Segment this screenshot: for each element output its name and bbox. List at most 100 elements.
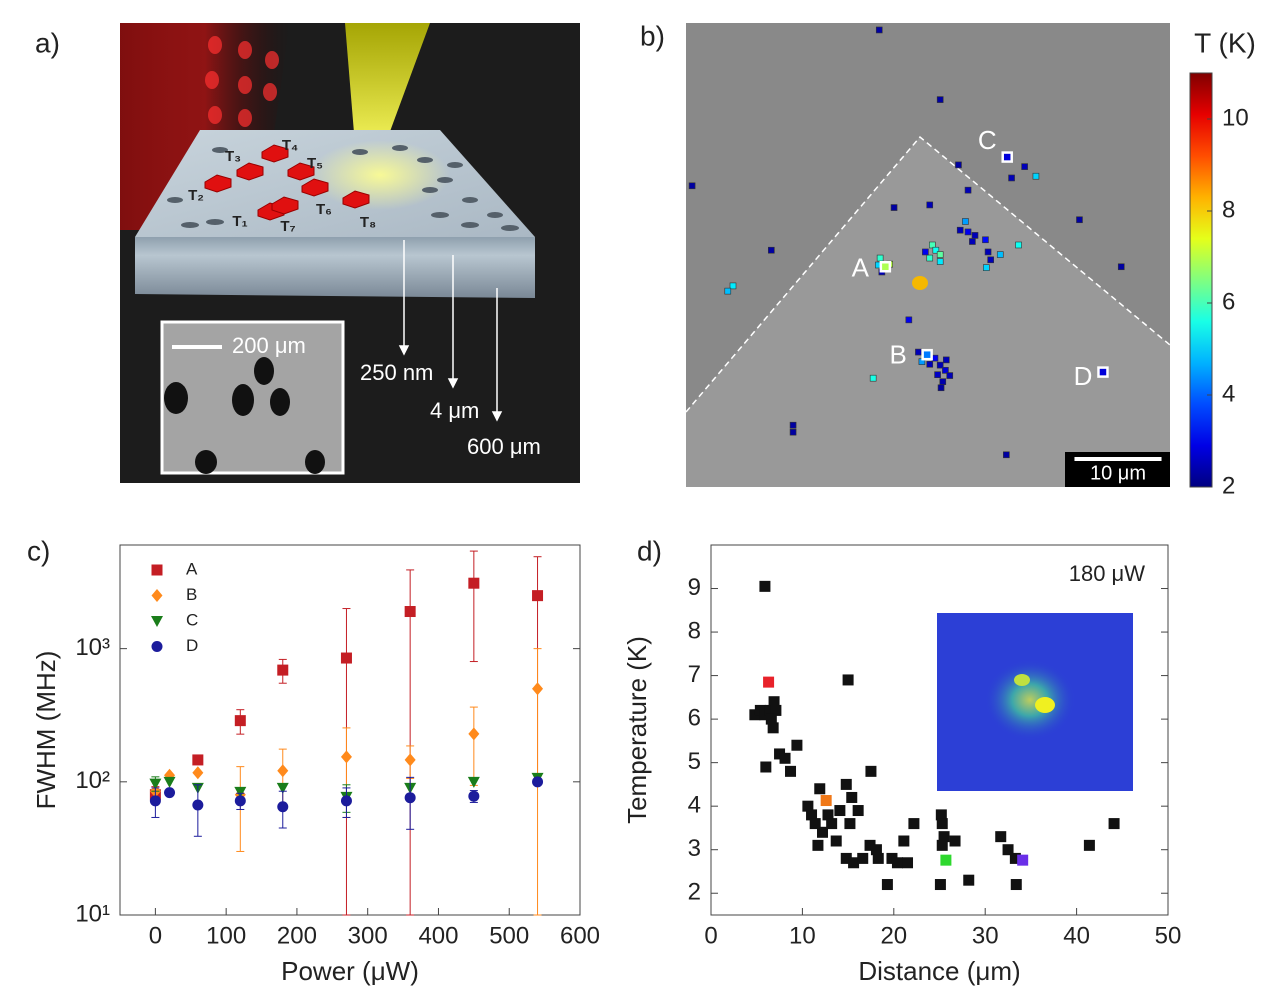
point (1009, 852, 1021, 864)
slab-side (135, 237, 535, 298)
point (785, 765, 797, 777)
map-point (869, 374, 877, 382)
point (857, 852, 869, 864)
depth-label: 4 μm (430, 398, 479, 423)
map-point (1021, 163, 1028, 170)
map-point (688, 182, 696, 190)
point (532, 590, 544, 602)
legend-marker (151, 589, 163, 602)
holes (167, 145, 519, 231)
dot-label: T₇ (280, 218, 295, 235)
point-label: A (852, 253, 870, 283)
x-tick-label: 500 (489, 922, 529, 949)
map-boundary (685, 135, 1171, 413)
map-point (929, 241, 936, 249)
y-tick-label: 5 (688, 748, 701, 775)
colorbar-tick-label: 10 (1222, 104, 1249, 131)
map-point (936, 251, 944, 258)
point (770, 704, 782, 716)
map-region (686, 137, 1170, 487)
point (468, 577, 480, 589)
point (814, 783, 826, 795)
panel-label: a) (35, 27, 60, 58)
error-bar (469, 550, 478, 663)
dot-labels: T₁ T₂ T₃ T₄ T₅ T₆ T₇ T₈ (188, 137, 376, 235)
dot-label: T₅ (307, 155, 323, 172)
scale-bar-label: 10 μm (1090, 462, 1146, 484)
map-point (922, 248, 929, 256)
point (468, 790, 480, 802)
map-point (926, 360, 934, 368)
point (802, 800, 814, 812)
point (163, 776, 176, 788)
point (767, 722, 779, 734)
point (817, 826, 829, 838)
point (848, 857, 860, 869)
error-bar (469, 706, 478, 786)
point (791, 739, 803, 751)
dot-label: T₃ (225, 148, 241, 165)
point (935, 809, 947, 821)
point (192, 766, 204, 780)
error-bar (406, 569, 415, 916)
map-point (969, 238, 976, 245)
point (1017, 854, 1029, 866)
point (822, 809, 834, 821)
point (936, 839, 948, 851)
point (532, 682, 544, 696)
y-tick-label: 9 (688, 574, 701, 601)
map-point (1015, 241, 1022, 249)
point (467, 776, 480, 788)
dot-label: T₁ (232, 213, 247, 230)
map-point (890, 204, 898, 211)
point (938, 831, 950, 843)
point (1108, 818, 1120, 830)
y-tick-label: 2 (688, 879, 701, 906)
map-point (964, 186, 972, 194)
inset-spot (985, 660, 1075, 740)
map-point (1076, 216, 1083, 224)
point (234, 795, 246, 807)
x-tick-label: 300 (348, 922, 388, 949)
panel-label: b) (640, 20, 665, 51)
point (779, 752, 791, 764)
panel-label: d) (637, 535, 662, 566)
point (846, 791, 858, 803)
annotation: 180 μW (1069, 561, 1145, 586)
point (872, 852, 884, 864)
map-point (937, 384, 945, 392)
dot-label: T₂ (188, 187, 204, 204)
labeled-point (879, 261, 892, 273)
legend-marker (151, 641, 163, 652)
depth-label: 600 μm (467, 434, 541, 459)
colorbar-tick-label: 4 (1222, 380, 1235, 407)
point (1010, 879, 1022, 891)
point (765, 713, 777, 725)
colorbar-tick-label: 8 (1222, 196, 1235, 223)
map-point (1117, 263, 1125, 271)
map-point (983, 264, 990, 271)
point (340, 652, 352, 664)
point (340, 750, 352, 764)
point (898, 835, 910, 847)
laser-spot (912, 276, 928, 290)
map-point (1032, 172, 1040, 180)
point (277, 764, 289, 778)
x-tick-label: 0 (149, 922, 162, 949)
point (277, 801, 289, 813)
colorbar-title: T (K) (1194, 27, 1256, 58)
point (192, 799, 204, 811)
point (234, 715, 246, 727)
point (902, 857, 914, 869)
x-tick-label: 600 (560, 922, 600, 949)
yellow-beam (345, 23, 430, 145)
y-tick-label: 10³ (75, 634, 110, 661)
x-axis-title: Distance (μm) (858, 956, 1020, 986)
error-bar (406, 776, 415, 830)
point (768, 696, 780, 708)
point (881, 879, 893, 891)
point (763, 676, 775, 688)
dot-label: T₆ (316, 201, 332, 218)
map-point (955, 161, 962, 169)
